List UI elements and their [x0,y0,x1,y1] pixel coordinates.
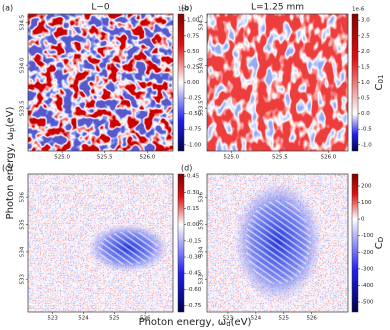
colorbar-tick-label: -0.30 [187,255,202,261]
y-tick-label: 536 [199,191,205,202]
colorbar-tick-label: 0.45 [187,174,200,180]
x-axis-label-unit: (eV) [231,317,252,328]
x-tick-label: 525.0 [54,155,70,161]
colorbar-tick-label: -0.5 [361,127,372,133]
colorbar-tick-label: 0.15 [187,206,200,212]
heatmap-fringes [98,231,158,265]
colorbar-tick-label: 0.00 [187,222,200,228]
x-axis-label-text: Photon energy, ω [139,317,227,328]
x-tick-label: 525.5 [97,155,113,161]
y-tick-label: 534 [199,246,205,257]
x-tick-label: 523 [47,316,58,322]
colorbar-tick-label: -200 [361,250,374,256]
colorbar-tick-label: -400 [361,283,374,289]
x-axis-label-sub: d [226,320,230,328]
heatmap-image [207,14,348,151]
colorbar-tick-label: 3.0 [361,18,370,24]
y-tick-label: 534 [20,246,26,257]
panel-label: (b) [181,4,192,13]
colorbar-label-sub: 01 [377,75,385,84]
x-tick-label: 525.5 [272,155,288,161]
plot-frame [206,173,349,313]
colorbar-tick-label: 100 [361,200,372,206]
colorbar-tick-label: -100 [361,233,374,239]
colorbar-tick-label: 0.00 [187,80,200,86]
y-tick-label: 534.0 [20,57,26,73]
panel-label: (d) [181,164,192,173]
plot-frame [27,173,174,313]
colorbar-tick-label: -0.45 [187,271,202,277]
colorbar-tick-label: -0.50 [187,111,202,117]
colorbar-tick-label: -0.15 [187,238,202,244]
plot-frame [27,13,174,152]
x-tick-label: 524 [78,316,89,322]
colorbar-tick-label: -1.0 [361,142,372,148]
colorbar-tick-label: -0.75 [187,127,202,133]
heatmap-fringes [245,200,311,284]
colorbar-label: C01 [374,75,385,91]
colorbar-tick-label: 0.25 [187,64,200,70]
y-tick-label: 533.5 [20,100,26,116]
x-tick-label: 525 [109,316,120,322]
colorbar-tick-label: 0.75 [187,33,200,39]
colorbar-tick-label: -0.25 [187,96,202,102]
colorbar-label: CD [374,237,385,249]
panel-title: L=1.25 mm [251,3,304,13]
y-tick-label: 534.5 [199,14,205,30]
colorbar-tick-label: 1.0 [361,80,370,86]
colorbar-tick-label: 0 [361,217,365,223]
colorbar-tick-label: 0.0 [361,111,370,117]
colorbar-tick-label: 0.30 [187,190,200,196]
panel-label: (c) [2,164,13,173]
colorbar-offset: 1e4 [178,7,189,13]
colorbar-tick-label: -1.00 [187,142,202,148]
y-tick-label: 536 [20,191,26,202]
colorbar [177,13,185,152]
colorbar-tick-label: 2.5 [361,33,370,39]
y-axis-label-unit: (eV) [5,106,16,127]
y-tick-label: 535 [20,219,26,230]
y-axis-label: Photon energy, ωp(eV) [5,106,16,219]
colorbar-label-text: C [374,242,385,249]
panel-label: (a) [2,4,13,13]
x-axis-label: Photon energy, ωd(eV) [139,317,252,328]
colorbar [351,173,359,313]
colorbar-tick-label: 1.00 [187,18,200,24]
colorbar-tick-label: -0.75 [187,303,202,309]
x-tick-label: 525.0 [223,155,239,161]
colorbar-label-sub: D [377,237,385,242]
heatmap-image [28,14,173,151]
colorbar-tick-label: 0.5 [361,96,370,102]
y-axis-label-sub: p [8,127,16,132]
colorbar [177,173,185,313]
colorbar-tick-label: -300 [361,266,374,272]
x-tick-label: 524 [251,316,262,322]
colorbar-offset: 1e-6 [352,7,365,13]
colorbar-tick-label: 200 [361,183,372,189]
y-tick-label: 535 [199,219,205,230]
x-tick-label: 526.0 [321,155,337,161]
x-tick-label: 526 [306,316,317,322]
x-tick-label: 523 [223,316,234,322]
colorbar-tick-label: -0.60 [187,287,202,293]
colorbar-tick-label: 0.50 [187,49,200,55]
y-tick-label: 534.0 [199,57,205,73]
y-axis-label-text: Photon energy, ω [5,132,16,220]
y-tick-label: 534.5 [20,14,26,30]
plot-frame [206,13,349,152]
x-tick-label: 526 [140,316,151,322]
y-tick-label: 533 [199,273,205,284]
x-tick-label: 525 [279,316,290,322]
colorbar-label-text: C [374,83,385,90]
panel-title: L~0 [91,3,110,13]
y-tick-label: 533 [20,273,26,284]
colorbar-tick-label: 2.0 [361,49,370,55]
colorbar-tick-label: 1.5 [361,64,370,70]
y-tick-label: 533.5 [199,100,205,116]
x-tick-label: 526.0 [140,155,156,161]
colorbar-tick-label: -500 [361,300,374,306]
colorbar [351,13,359,152]
